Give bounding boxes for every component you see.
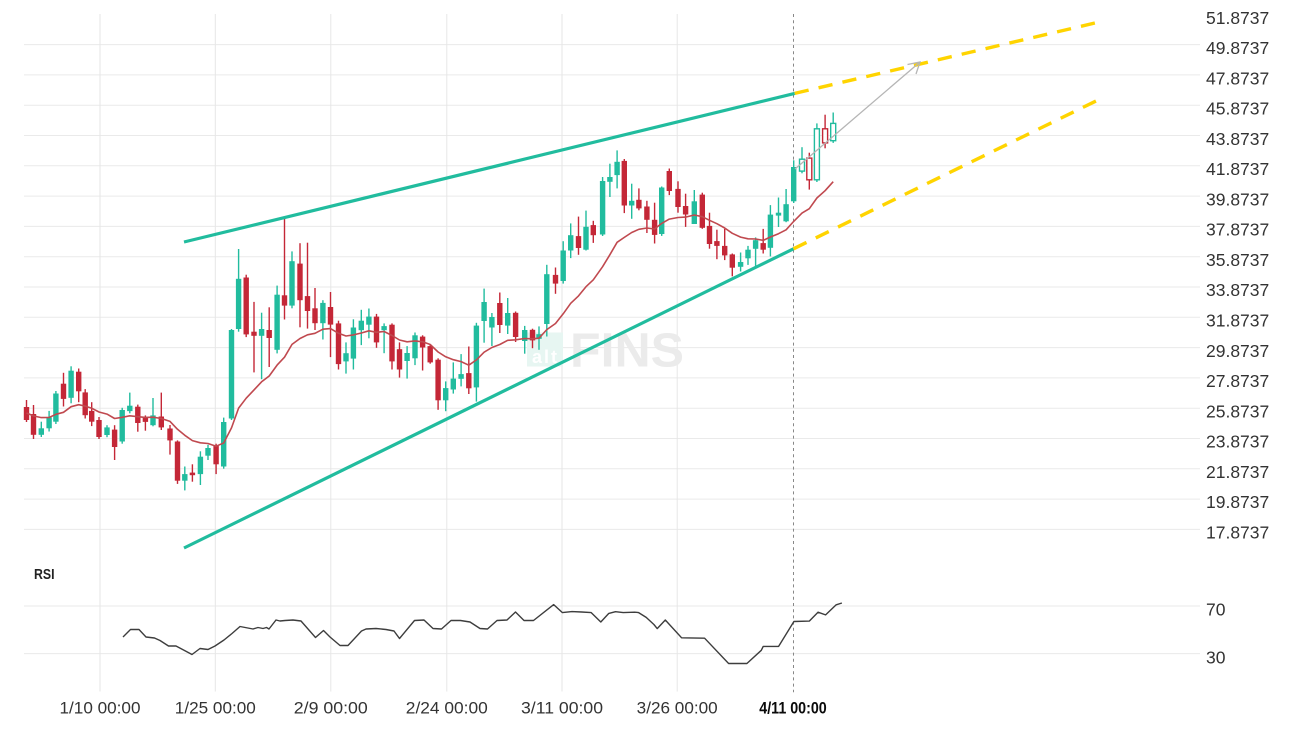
svg-text:35.8737: 35.8737 [1206, 250, 1269, 270]
svg-text:2/24 00:00: 2/24 00:00 [406, 699, 488, 718]
svg-text:33.8737: 33.8737 [1206, 280, 1269, 300]
svg-text:39.8737: 39.8737 [1206, 190, 1269, 210]
svg-text:3/11 00:00: 3/11 00:00 [521, 699, 603, 718]
svg-text:70: 70 [1206, 600, 1226, 620]
svg-text:19.8737: 19.8737 [1206, 492, 1269, 512]
svg-text:37.8737: 37.8737 [1206, 220, 1269, 240]
svg-text:41.8737: 41.8737 [1206, 159, 1269, 179]
svg-text:1/25 00:00: 1/25 00:00 [175, 699, 256, 718]
svg-text:29.8737: 29.8737 [1206, 341, 1269, 361]
svg-text:30: 30 [1206, 648, 1226, 668]
svg-text:23.8737: 23.8737 [1206, 432, 1269, 452]
svg-text:1/10 00:00: 1/10 00:00 [60, 699, 141, 718]
svg-text:45.8737: 45.8737 [1206, 99, 1269, 119]
svg-text:31.8737: 31.8737 [1206, 311, 1269, 331]
svg-text:43.8737: 43.8737 [1206, 129, 1269, 149]
svg-text:51.8737: 51.8737 [1206, 8, 1269, 28]
svg-text:alt: alt [532, 347, 559, 367]
svg-text:47.8737: 47.8737 [1206, 68, 1269, 88]
svg-text:27.8737: 27.8737 [1206, 371, 1269, 391]
svg-text:3/26 00:00: 3/26 00:00 [637, 699, 718, 718]
svg-text:2/9 00:00: 2/9 00:00 [294, 699, 368, 718]
svg-text:FINS: FINS [570, 325, 684, 378]
svg-text:49.8737: 49.8737 [1206, 38, 1269, 58]
svg-text:25.8737: 25.8737 [1206, 401, 1269, 421]
svg-text:21.8737: 21.8737 [1206, 462, 1269, 482]
svg-text:17.8737: 17.8737 [1206, 522, 1269, 542]
svg-text:RSI: RSI [34, 566, 55, 583]
svg-text:4/11 00:00: 4/11 00:00 [759, 699, 827, 718]
